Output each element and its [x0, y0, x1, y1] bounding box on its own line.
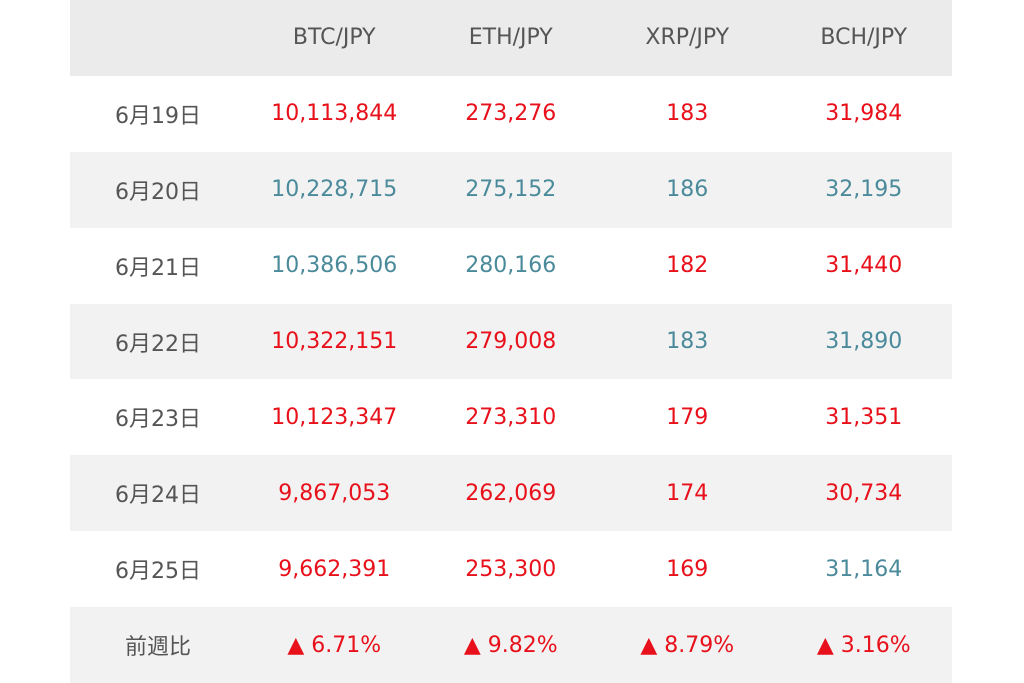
- price-table: BTC/JPY ETH/JPY XRP/JPY BCH/JPY 6月19日 10,113…: [70, 0, 952, 683]
- price-cell: 186: [599, 151, 776, 228]
- price-cell: 10,322,151: [246, 303, 423, 380]
- header-row: BTC/JPY ETH/JPY XRP/JPY BCH/JPY: [70, 0, 952, 76]
- price-cell: 253,300: [422, 531, 599, 608]
- table-row: 6月20日 10,228,715 275,152 186 32,195: [70, 151, 952, 228]
- table-row: 6月23日 10,123,347 273,310 179 31,351: [70, 379, 952, 456]
- table-row: 6月21日 10,386,506 280,166 182 31,440: [70, 227, 952, 304]
- table-row: 6月24日 9,867,053 262,069 174 30,734: [70, 455, 952, 532]
- price-cell: 32,195: [775, 151, 952, 228]
- row-label: 6月24日: [70, 455, 246, 532]
- column-header: BTC/JPY: [246, 0, 423, 76]
- row-label: 6月22日: [70, 303, 246, 380]
- row-label: 6月21日: [70, 227, 246, 304]
- price-cell: 182: [599, 227, 776, 304]
- price-cell: 280,166: [422, 227, 599, 304]
- price-cell: 273,276: [422, 75, 599, 152]
- price-cell: 279,008: [422, 303, 599, 380]
- price-cell: 183: [599, 303, 776, 380]
- row-label: 前週比: [70, 607, 246, 683]
- price-cell: 30,734: [775, 455, 952, 532]
- price-cell: ▲ 6.71%: [246, 607, 423, 683]
- price-cell: 275,152: [422, 151, 599, 228]
- row-label: 6月25日: [70, 531, 246, 608]
- corner-cell: [70, 0, 246, 76]
- price-cell: 169: [599, 531, 776, 608]
- column-header: BCH/JPY: [775, 0, 952, 76]
- price-cell: 273,310: [422, 379, 599, 456]
- row-label: 6月20日: [70, 151, 246, 228]
- price-cell: 174: [599, 455, 776, 532]
- table-row: 6月25日 9,662,391 253,300 169 31,164: [70, 531, 952, 608]
- price-cell: 179: [599, 379, 776, 456]
- price-cell: ▲ 3.16%: [775, 607, 952, 683]
- row-label: 6月23日: [70, 379, 246, 456]
- price-cell: ▲ 8.79%: [599, 607, 776, 683]
- price-cell: 9,867,053: [246, 455, 423, 532]
- price-cell: 31,164: [775, 531, 952, 608]
- price-cell: ▲ 9.82%: [422, 607, 599, 683]
- price-cell: 183: [599, 75, 776, 152]
- price-cell: 10,386,506: [246, 227, 423, 304]
- price-cell: 31,351: [775, 379, 952, 456]
- price-cell: 10,113,844: [246, 75, 423, 152]
- price-cell: 10,228,715: [246, 151, 423, 228]
- price-cell: 10,123,347: [246, 379, 423, 456]
- column-header: XRP/JPY: [599, 0, 776, 76]
- price-cell: 9,662,391: [246, 531, 423, 608]
- column-header: ETH/JPY: [422, 0, 599, 76]
- table-row: 6月22日 10,322,151 279,008 183 31,890: [70, 303, 952, 380]
- price-cell: 31,984: [775, 75, 952, 152]
- price-cell: 262,069: [422, 455, 599, 532]
- price-cell: 31,440: [775, 227, 952, 304]
- row-label: 6月19日: [70, 75, 246, 152]
- table-row: 前週比 ▲ 6.71% ▲ 9.82% ▲ 8.79% ▲ 3.16%: [70, 607, 952, 683]
- price-cell: 31,890: [775, 303, 952, 380]
- table-row: 6月19日 10,113,844 273,276 183 31,984: [70, 75, 952, 152]
